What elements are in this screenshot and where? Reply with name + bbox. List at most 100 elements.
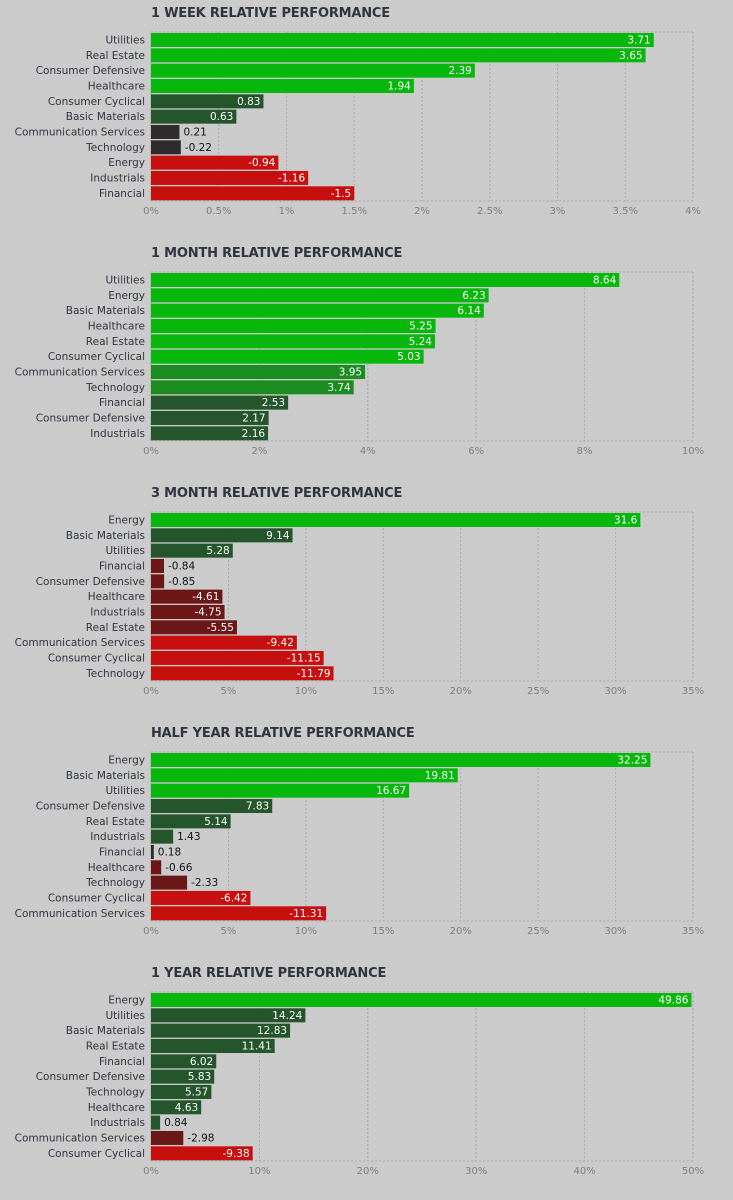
category-label: Financial <box>99 188 145 200</box>
value-label: 3.71 <box>627 35 650 47</box>
value-label: 49.86 <box>658 995 688 1007</box>
category-label: Basic Materials <box>66 530 145 542</box>
bar <box>151 993 692 1007</box>
value-label: 3.95 <box>339 366 362 378</box>
category-label: Communication Services <box>15 366 145 378</box>
value-label: 1.94 <box>387 80 411 92</box>
value-label: -0.85 <box>168 576 195 588</box>
value-label: 3.65 <box>619 50 642 62</box>
value-label: -0.22 <box>185 142 212 154</box>
value-label: 0.83 <box>237 96 260 108</box>
x-tick-label: 10% <box>248 1166 270 1177</box>
category-label: Real Estate <box>86 816 145 828</box>
value-label: 5.14 <box>204 816 228 828</box>
value-label: 5.57 <box>185 1086 208 1098</box>
category-label: Communication Services <box>15 637 145 649</box>
value-label: -9.38 <box>223 1148 250 1160</box>
value-label: 11.41 <box>242 1040 272 1052</box>
bar <box>151 1084 212 1099</box>
value-label: 5.28 <box>206 545 229 557</box>
x-tick-label: 25% <box>527 926 549 937</box>
bar <box>151 1146 253 1161</box>
bar <box>151 124 180 139</box>
value-label: 14.24 <box>272 1010 302 1022</box>
value-label: 5.24 <box>409 336 433 348</box>
value-label: -1.5 <box>331 188 352 200</box>
bar <box>151 783 410 798</box>
category-label: Real Estate <box>86 50 145 62</box>
x-tick-label: 0% <box>143 926 159 937</box>
bar <box>151 829 174 844</box>
bar <box>151 875 188 890</box>
panel-3-month: 3 MONTH RELATIVE PERFORMANCE 0% 5% 10% 15% 2… <box>0 480 733 720</box>
x-tick-label: 0.5% <box>206 206 231 217</box>
value-label: -6.42 <box>220 892 247 904</box>
value-label: -0.94 <box>248 157 275 169</box>
bar <box>151 63 475 78</box>
value-label: -0.84 <box>168 560 195 572</box>
bar <box>151 753 651 767</box>
bar <box>151 1008 306 1023</box>
bar <box>151 513 641 527</box>
bar <box>151 303 484 318</box>
x-tick-label: 4% <box>360 446 376 457</box>
x-tick-label: 10% <box>295 926 317 937</box>
category-label: Basic Materials <box>66 111 145 123</box>
x-tick-label: 5% <box>220 686 236 697</box>
bar <box>151 155 279 170</box>
bar <box>151 170 309 185</box>
x-tick-label: 35% <box>682 926 704 937</box>
category-label: Technology <box>85 142 145 154</box>
x-tick-label: 25% <box>527 686 549 697</box>
x-tick-label: 30% <box>604 686 626 697</box>
panel-title: 1 WEEK RELATIVE PERFORMANCE <box>151 6 390 21</box>
category-label: Utilities <box>105 785 145 797</box>
category-label: Industrials <box>90 606 145 618</box>
value-label: 6.02 <box>190 1056 213 1068</box>
category-label: Financial <box>99 1056 145 1068</box>
bar <box>151 380 354 395</box>
category-label: Financial <box>99 397 145 409</box>
category-label: Technology <box>85 877 145 889</box>
category-label: Financial <box>99 560 145 572</box>
bar <box>151 364 366 379</box>
bar-chart-1-year: 0% 10% 20% 30% 40% 50% Energy 49.86 Utilities 14.… <box>15 991 704 1177</box>
value-label: 2.17 <box>242 412 265 424</box>
value-label: -4.61 <box>192 591 219 603</box>
bar-chart-half-year: 0% 5% 10% 15% 20% 25% 30% 35% Energy 32.25 Basic M… <box>15 751 704 937</box>
value-label: -5.55 <box>207 622 234 634</box>
value-label: 6.23 <box>462 290 485 302</box>
category-label: Technology <box>85 382 145 394</box>
x-tick-label: 2% <box>251 446 267 457</box>
bar <box>151 1100 202 1115</box>
bar <box>151 395 289 410</box>
bar <box>151 543 233 558</box>
bar <box>151 768 458 783</box>
x-tick-label: 1.5% <box>342 206 367 217</box>
x-tick-label: 1% <box>279 206 295 217</box>
bar <box>151 410 269 425</box>
value-label: -2.98 <box>187 1132 214 1144</box>
bar <box>151 186 355 201</box>
x-tick-label: 0% <box>143 446 159 457</box>
category-label: Consumer Defensive <box>36 576 145 588</box>
category-label: Energy <box>108 515 145 527</box>
bar <box>151 814 231 829</box>
category-label: Financial <box>99 846 145 858</box>
bar <box>151 78 414 93</box>
category-label: Basic Materials <box>66 1025 145 1037</box>
bar <box>151 33 654 47</box>
category-label: Utilities <box>105 35 145 47</box>
bar <box>151 798 273 813</box>
x-tick-label: 3.5% <box>613 206 638 217</box>
value-label: 6.14 <box>457 305 481 317</box>
value-label: -1.16 <box>278 172 305 184</box>
panel-1-week: 1 WEEK RELATIVE PERFORMANCE 0% 0.5% 1% 1.5%… <box>0 0 733 240</box>
bar <box>151 666 334 681</box>
x-tick-label: 6% <box>468 446 484 457</box>
bar-chart-1-week: 0% 0.5% 1% 1.5% 2% 2.5% 3% 3.5% 4% Utilities 3.71 R… <box>15 31 701 217</box>
value-label: 5.03 <box>397 351 420 363</box>
value-label: 2.39 <box>448 65 471 77</box>
bar <box>151 906 327 921</box>
x-tick-label: 20% <box>450 686 472 697</box>
